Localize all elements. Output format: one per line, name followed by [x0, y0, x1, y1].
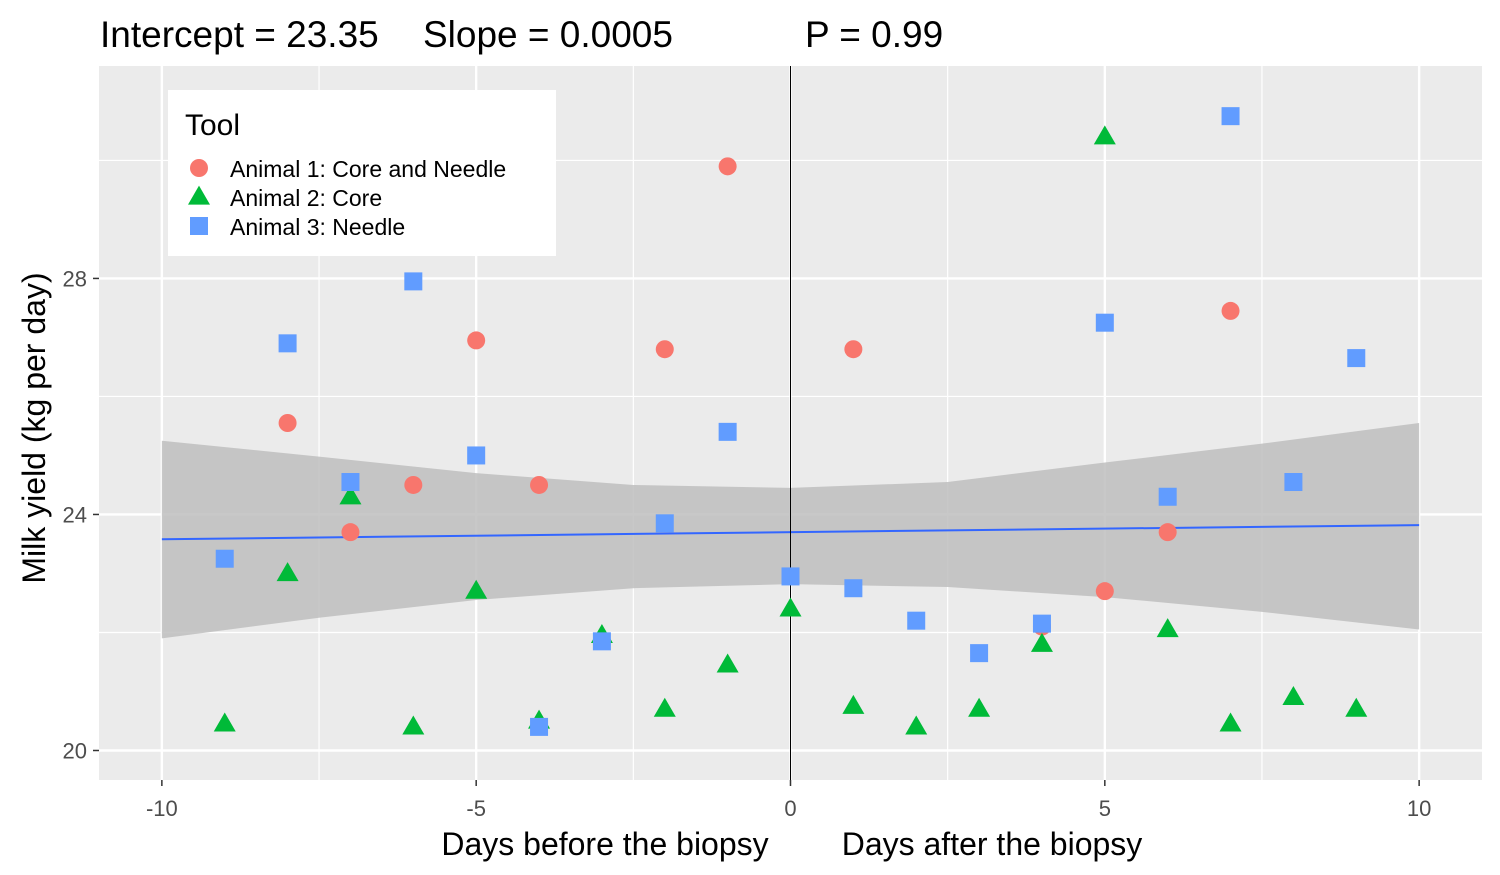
legend-entry: Animal 1: Core and Needle [190, 156, 506, 182]
x-tick-label: -5 [466, 796, 486, 821]
x-axis: -10 -5 0 5 10 [146, 780, 1431, 821]
title-p-value: P = 0.99 [805, 14, 943, 55]
data-point-square [1284, 473, 1303, 492]
series-3 [215, 107, 1366, 736]
data-point-circle [1221, 301, 1240, 320]
data-point-square [781, 567, 800, 586]
data-point-square [215, 549, 234, 568]
legend-title: Tool [185, 109, 240, 142]
data-point-triangle [779, 597, 802, 617]
data-point-square [530, 717, 549, 736]
legend-box [168, 90, 556, 256]
legend-entry: Animal 2: Core [188, 185, 382, 211]
data-point-square [1095, 313, 1114, 332]
legend-entry: Animal 3: Needle [190, 214, 405, 240]
data-point-circle [278, 414, 297, 432]
data-point-triangle [968, 697, 991, 717]
legend: Tool Animal 1: Core and Needle Animal 2: … [168, 90, 556, 256]
legend-entries: Animal 1: Core and Needle Animal 2: Core A… [188, 156, 506, 240]
legend-label: Animal 2: Core [230, 185, 382, 211]
data-point-circle [844, 340, 863, 359]
points-layer [213, 107, 1368, 736]
y-tick-label: 20 [63, 738, 87, 763]
data-point-circle [718, 157, 737, 176]
data-point-triangle [842, 694, 865, 714]
data-point-circle [1095, 582, 1114, 601]
x-axis-title-left: Days before the biopsy [441, 826, 768, 862]
data-point-square [1347, 349, 1366, 368]
data-point-triangle [1345, 697, 1368, 717]
data-point-circle [404, 475, 423, 494]
x-tick-label: 0 [784, 796, 796, 821]
data-point-square [1221, 107, 1240, 126]
title-intercept: Intercept = 23.35 [100, 14, 379, 55]
data-point-circle [467, 331, 486, 350]
data-point-square [844, 579, 863, 598]
data-point-triangle [1219, 712, 1242, 732]
data-point-square [655, 514, 674, 533]
data-point-triangle [1156, 618, 1179, 638]
series-1 [278, 157, 1240, 636]
data-point-triangle [402, 715, 425, 735]
data-point-triangle [653, 697, 676, 717]
data-point-triangle [716, 653, 739, 673]
data-point-square [907, 611, 926, 630]
data-point-square [1158, 487, 1177, 506]
legend-key-triangle [188, 185, 210, 205]
y-axis-title: Milk yield (kg per day) [16, 272, 52, 583]
data-point-square [404, 272, 423, 291]
y-tick-label: 24 [63, 502, 87, 527]
data-point-square [278, 334, 297, 353]
title-slope: Slope = 0.0005 [423, 14, 673, 55]
data-point-circle [341, 523, 360, 542]
y-axis: 20 24 28 [63, 266, 99, 763]
data-point-triangle [1282, 685, 1305, 705]
y-tick-label: 28 [63, 266, 87, 291]
data-point-circle [1158, 523, 1177, 542]
data-point-square [718, 422, 737, 441]
legend-label: Animal 1: Core and Needle [230, 156, 506, 182]
data-point-circle [655, 340, 674, 359]
legend-label: Animal 3: Needle [230, 214, 405, 240]
data-point-triangle [905, 715, 928, 735]
data-point-square [1032, 614, 1051, 633]
x-tick-label: 10 [1407, 796, 1431, 821]
data-point-triangle [1093, 125, 1116, 145]
data-point-triangle [465, 579, 488, 599]
data-point-triangle [339, 485, 362, 505]
chart-title: Intercept = 23.35 Slope = 0.0005 P = 0.9… [100, 14, 943, 55]
data-point-triangle [276, 562, 299, 582]
data-point-circle [530, 475, 549, 494]
legend-key-circle [190, 159, 208, 177]
x-tick-label: 5 [1099, 796, 1111, 821]
x-axis-title-right: Days after the biopsy [842, 826, 1143, 862]
data-point-triangle [213, 712, 236, 732]
data-point-square [341, 473, 360, 492]
x-tick-label: -10 [146, 796, 178, 821]
data-point-square [970, 644, 989, 663]
data-point-triangle [1030, 632, 1053, 652]
data-point-square [467, 446, 486, 465]
legend-key-square [190, 217, 208, 235]
data-point-square [592, 632, 611, 651]
